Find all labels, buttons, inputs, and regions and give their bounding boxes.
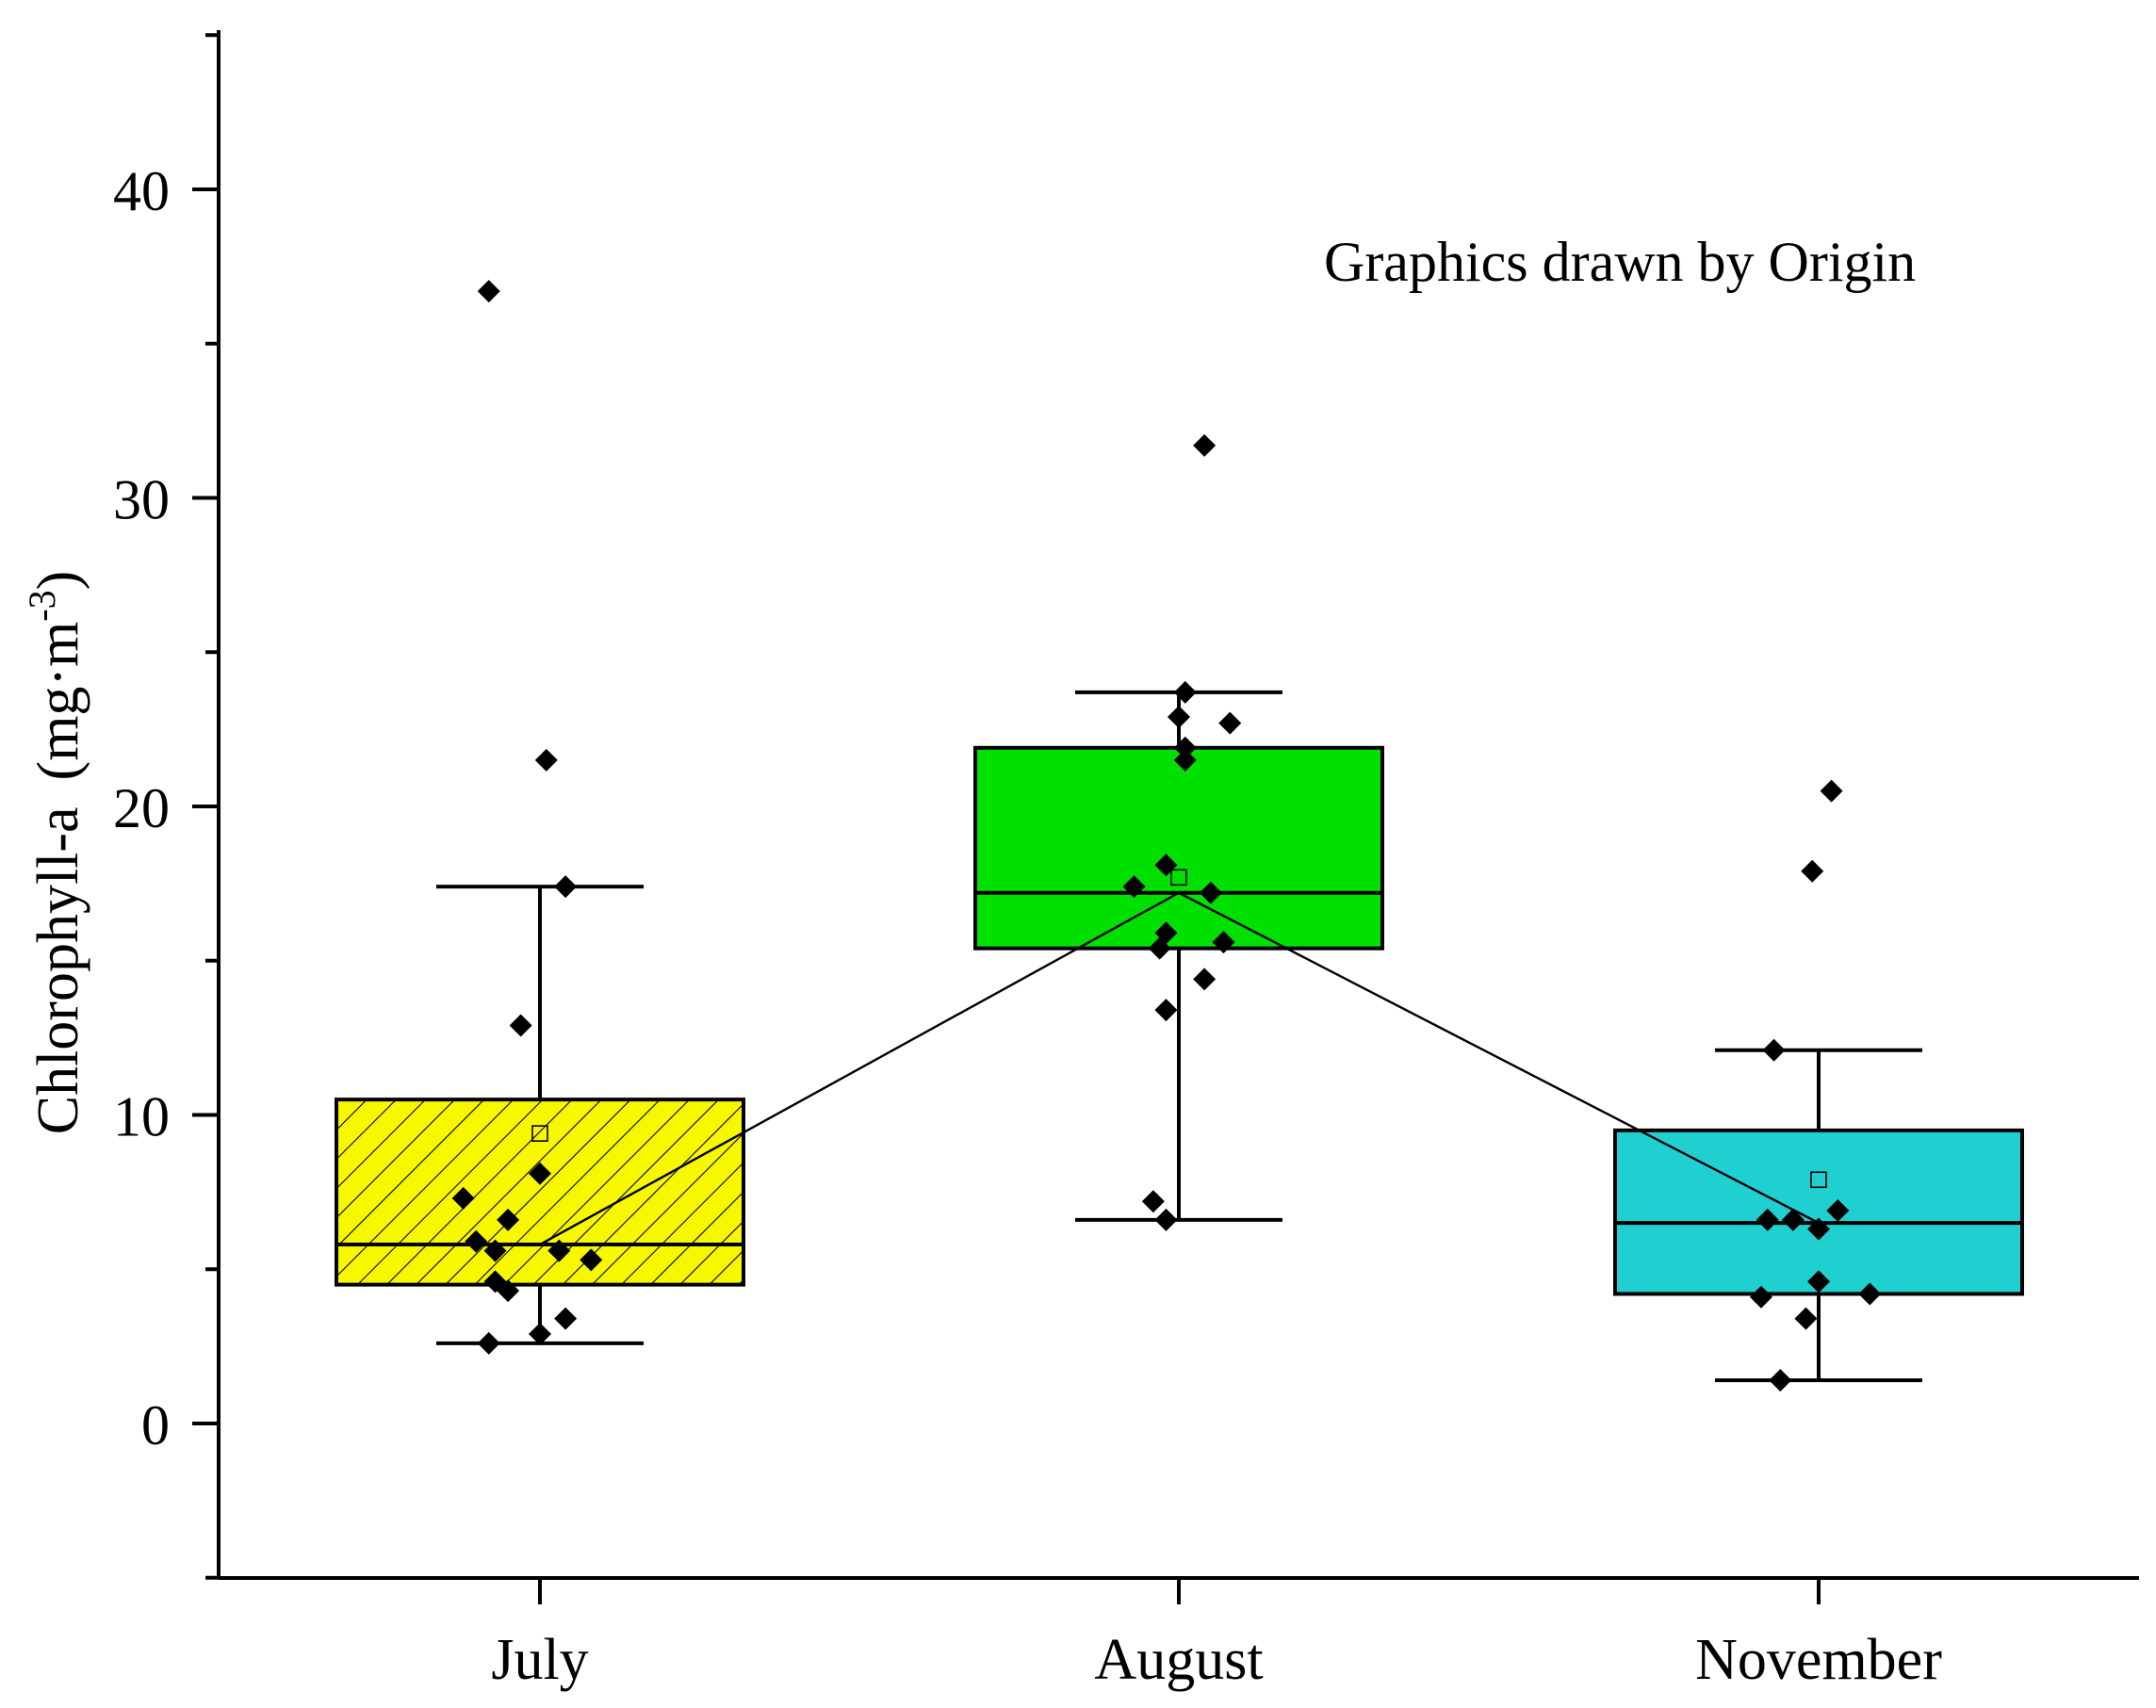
y-tick-label-20: 20: [113, 777, 170, 839]
data-point-august-15: [1154, 1208, 1178, 1231]
data-point-july-5: [451, 1186, 475, 1210]
mean-marker-july: [531, 1125, 548, 1142]
data-point-august-8: [1199, 881, 1222, 904]
data-point-july-2: [554, 875, 578, 899]
data-point-july-3: [509, 1014, 532, 1037]
boxes-layer: [335, 690, 2024, 1383]
points-layer: [451, 280, 1882, 1392]
y-tick-label-40: 40: [113, 160, 170, 222]
data-point-july-4: [529, 1162, 551, 1185]
data-point-november-9: [1749, 1285, 1772, 1309]
data-point-july-14: [529, 1323, 551, 1346]
data-point-november-8: [1858, 1282, 1882, 1306]
data-point-august-3: [1168, 706, 1190, 729]
data-point-august-5: [1173, 748, 1197, 772]
data-point-july-1: [534, 748, 558, 772]
y-axis-label: Chlorophyll-a (mg·m-3): [21, 571, 90, 1135]
data-point-november-5: [1781, 1208, 1805, 1231]
data-point-november-0: [1820, 779, 1843, 803]
x-tick-label-july: July: [491, 1628, 588, 1692]
annotation-text: Graphics drawn by Origin: [1324, 231, 1916, 293]
data-point-november-3: [1826, 1199, 1850, 1223]
y-ticks-layer: 0 10 20 30 40: [113, 33, 219, 1580]
data-point-july-12: [497, 1279, 520, 1303]
data-point-august-4: [1173, 736, 1197, 759]
data-point-november-11: [1769, 1369, 1792, 1392]
box-group-november: [1613, 1048, 2024, 1383]
box-outline-july: [335, 1098, 745, 1287]
data-point-july-6: [497, 1208, 520, 1231]
data-point-july-13: [554, 1307, 578, 1330]
y-axis-label-unit-exponent: -3: [21, 590, 63, 621]
data-point-july-7: [465, 1229, 488, 1253]
box-group-august: [973, 690, 1384, 1222]
data-point-august-7: [1122, 875, 1146, 899]
box-group-july: [335, 885, 745, 1345]
data-point-july-10: [580, 1248, 603, 1272]
data-point-august-2: [1218, 711, 1242, 735]
x-ticks-layer: July August November: [491, 1578, 1942, 1692]
box-fill-august: [975, 747, 1382, 949]
data-point-august-14: [1141, 1190, 1165, 1213]
mean-marker-august: [1170, 869, 1187, 887]
data-point-august-11: [1148, 936, 1171, 960]
data-point-july-0: [477, 280, 500, 303]
median-connecting-line: [539, 891, 1820, 1246]
data-point-july-15: [477, 1331, 500, 1355]
box-fill-november: [1615, 1130, 2022, 1294]
data-point-august-12: [1193, 968, 1217, 991]
data-point-november-4: [1756, 1208, 1779, 1231]
y-axis-label-name: Chlorophyll-a: [26, 806, 90, 1134]
data-point-august-10: [1212, 931, 1235, 954]
data-point-august-0: [1193, 433, 1217, 457]
y-axis-label-unit: (mg·m: [26, 622, 90, 781]
data-point-november-10: [1794, 1307, 1818, 1330]
x-tick-label-august: August: [1094, 1628, 1263, 1692]
data-point-august-1: [1173, 680, 1197, 704]
box-outline-november: [1613, 1128, 2024, 1296]
mean-marker-november: [1810, 1171, 1827, 1189]
y-tick-label-30: 30: [113, 469, 170, 531]
data-point-november-6: [1807, 1217, 1830, 1241]
data-point-november-2: [1762, 1038, 1786, 1062]
data-point-august-6: [1154, 854, 1178, 877]
data-point-july-9: [547, 1239, 571, 1262]
y-tick-label-10: 10: [113, 1086, 170, 1148]
y-axis-label-unit-close: ): [26, 571, 90, 591]
data-point-november-7: [1807, 1270, 1830, 1293]
data-point-november-1: [1801, 859, 1824, 883]
box-hatch-july: [336, 1099, 743, 1285]
data-point-july-8: [483, 1239, 507, 1262]
x-tick-label-november: November: [1695, 1628, 1942, 1692]
data-point-august-13: [1154, 999, 1178, 1022]
y-tick-label-0: 0: [141, 1394, 170, 1456]
mean-line-layer: [539, 891, 1820, 1246]
